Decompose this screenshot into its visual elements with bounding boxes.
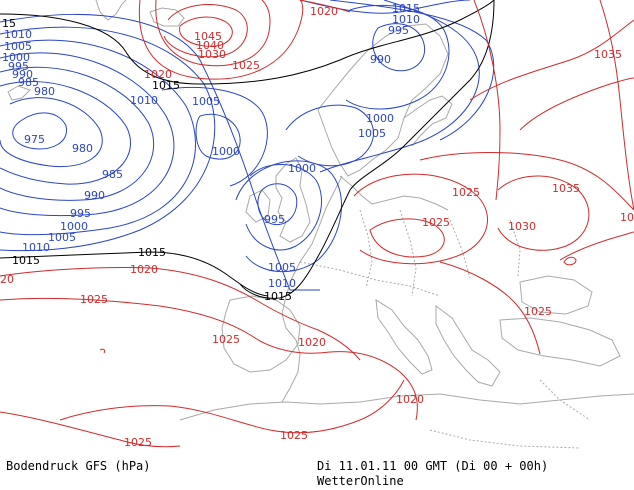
isobar-label: 1025: [422, 216, 450, 229]
isobar-label: 1000: [366, 112, 394, 125]
isobar-label: 1000: [288, 162, 316, 175]
isobar-label: 990: [370, 53, 391, 66]
isobar-label: 1005: [192, 95, 220, 108]
isobar-label: 995: [70, 207, 91, 220]
isobar-label: 1030: [198, 48, 226, 61]
isobar-label: 1020: [396, 393, 424, 406]
isobar-label: 1020: [298, 336, 326, 349]
isobars-high: [0, 0, 634, 448]
isobars-low: [0, 0, 495, 291]
isobar-labels: 15 1010 1005 1000 995 990 985 980 975 98…: [0, 2, 634, 449]
isobar-label: 985: [18, 76, 39, 89]
isobar-label: 1015: [138, 246, 166, 259]
isobar-label: 980: [34, 85, 55, 98]
isobar-label: 1015: [152, 79, 180, 92]
isobar-label: 1035: [594, 48, 622, 61]
map-footer: Bodendruck GFS (hPa) Di 11.01.11 00 GMT …: [0, 455, 634, 490]
isobar-label: 1025: [524, 305, 552, 318]
isobar-label: 1025: [232, 59, 260, 72]
isobar-label: 20: [0, 273, 14, 286]
isobar-label: 1010: [392, 13, 420, 26]
isobar-label: 1045: [194, 30, 222, 43]
isobar-label: 975: [24, 133, 45, 146]
isobar-label: 1010: [130, 94, 158, 107]
isobar-label: 990: [84, 189, 105, 202]
isobar-label: 1005: [4, 40, 32, 53]
isobar-label: 1025: [452, 186, 480, 199]
isobar-label: 985: [102, 168, 123, 181]
map-title: Bodendruck GFS (hPa): [6, 459, 151, 473]
isobar-label: 1025: [212, 333, 240, 346]
coastlines: [7, 0, 634, 449]
isobar-label: 990: [12, 68, 33, 81]
isobar-label: 15: [2, 17, 16, 30]
isobar-label: 1030: [508, 220, 536, 233]
isobar-label: 1000: [60, 220, 88, 233]
isobar-label: 1020: [310, 5, 338, 18]
pressure-map: 15 1010 1005 1000 995 990 985 980 975 98…: [0, 0, 634, 449]
isobar-label: 995: [8, 60, 29, 73]
isobar-label: 995: [388, 24, 409, 37]
isobar-label: 1000: [2, 51, 30, 64]
isobar-label: 1005: [48, 231, 76, 244]
isobar-label: 10: [620, 211, 634, 224]
isobar-label: 1010: [4, 28, 32, 41]
isobar-label: 1020: [144, 68, 172, 81]
isobar-label: 1025: [80, 293, 108, 306]
isobars-reference: [0, 0, 495, 299]
brand-label: WetterOnline: [317, 474, 404, 488]
isobar-label: 1005: [358, 127, 386, 140]
isobar-label: 1010: [22, 241, 50, 254]
isobar-label: 1015: [12, 254, 40, 267]
isobar-label: 980: [72, 142, 93, 155]
isobar-label: 995: [264, 213, 285, 226]
isobar-label: 1005: [268, 261, 296, 274]
isobar-label: 1025: [280, 429, 308, 442]
isobar-label: 1020: [130, 263, 158, 276]
isobar-label: 1015: [264, 290, 292, 303]
isobar-label: 1015: [392, 2, 420, 15]
isobar-label: 1040: [196, 39, 224, 52]
isobar-label: 1000: [212, 145, 240, 158]
isobar-label: 1025: [124, 436, 152, 449]
isobar-label: 1010: [268, 277, 296, 290]
forecast-timestamp: Di 11.01.11 00 GMT (Di 00 + 00h): [317, 459, 549, 473]
pressure-map-canvas: 15 1010 1005 1000 995 990 985 980 975 98…: [0, 0, 634, 449]
isobar-label: 1035: [552, 182, 580, 195]
